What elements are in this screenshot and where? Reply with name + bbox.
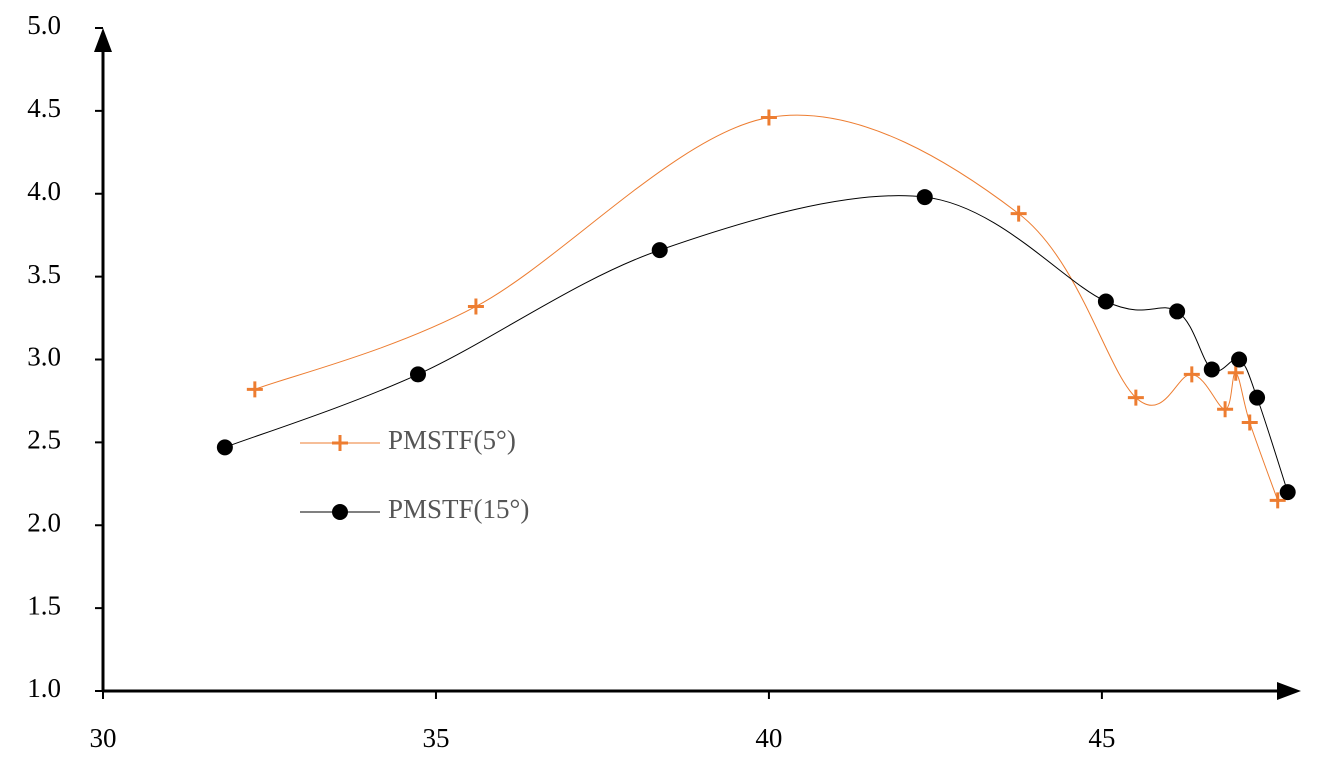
y-tick-label: 2.0 [27, 507, 61, 537]
marker [216, 439, 233, 456]
marker [1227, 364, 1244, 381]
marker [1269, 492, 1286, 509]
marker [1217, 401, 1234, 418]
marker [651, 242, 668, 259]
x-tick-label: 30 [90, 723, 117, 753]
x-tick-label: 35 [422, 723, 449, 753]
marker [1231, 351, 1248, 368]
marker [467, 298, 484, 315]
marker [1279, 484, 1296, 501]
y-tick-label: 3.5 [27, 259, 61, 289]
marker [760, 109, 777, 126]
x-tick-label: 40 [755, 723, 782, 753]
y-tick-label: 5.0 [27, 10, 61, 40]
x-tick-label: 45 [1088, 723, 1115, 753]
y-tick-label: 4.5 [27, 93, 61, 123]
y-axis-arrow [94, 28, 112, 52]
legend-label: PMSTF(5°) [388, 425, 516, 455]
legend-marker [332, 504, 348, 520]
x-axis-arrow [1277, 682, 1301, 700]
legend-marker [332, 435, 348, 451]
legend-label: PMSTF(15°) [388, 494, 529, 524]
y-tick-label: 3.0 [27, 342, 61, 372]
marker [409, 366, 426, 383]
y-tick-label: 2.5 [27, 425, 61, 455]
marker [1183, 366, 1200, 383]
marker [246, 381, 263, 398]
y-tick-label: 1.0 [27, 673, 61, 703]
marker [916, 189, 933, 206]
y-tick-label: 4.0 [27, 176, 61, 206]
y-tick-label: 1.5 [27, 590, 61, 620]
marker [1169, 303, 1186, 320]
marker [1241, 414, 1258, 431]
marker [1203, 361, 1220, 378]
marker [1127, 389, 1144, 406]
marker [1010, 205, 1027, 222]
marker [1249, 389, 1266, 406]
marker [1097, 293, 1114, 310]
series-line [224, 195, 1289, 493]
